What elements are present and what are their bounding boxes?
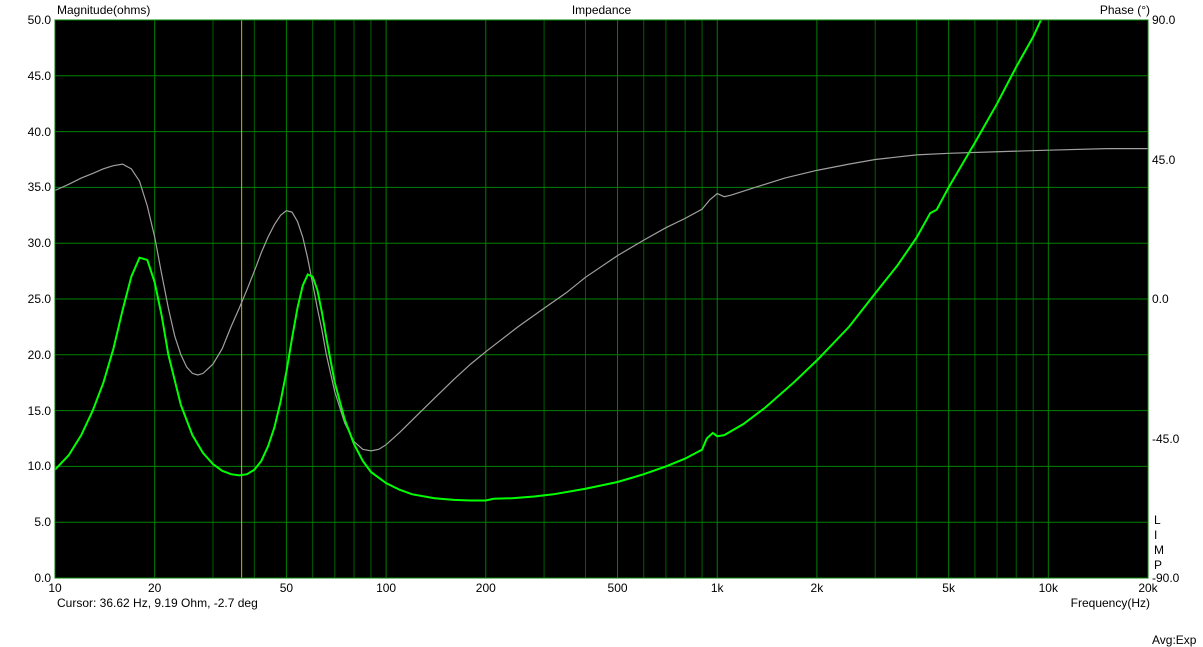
- x-tick: 20: [148, 581, 161, 595]
- right-axis-title: Phase (°): [1100, 3, 1150, 17]
- limp-letter: L: [1154, 513, 1164, 528]
- y-right-tick: -45.0: [1152, 432, 1179, 446]
- y-left-tick: 45.0: [28, 69, 51, 83]
- y-right-tick: 90.0: [1152, 13, 1175, 27]
- x-tick: 500: [608, 581, 628, 595]
- y-left-tick: 40.0: [28, 125, 51, 139]
- limp-letter: I: [1154, 528, 1164, 543]
- y-left-tick: 10.0: [28, 459, 51, 473]
- y-left-tick: 5.0: [34, 515, 51, 529]
- cursor-readout: Cursor: 36.62 Hz, 9.19 Ohm, -2.7 deg: [57, 596, 258, 610]
- x-tick: 200: [476, 581, 496, 595]
- x-axis-title: Frequency(Hz): [1071, 596, 1150, 610]
- chart-svg: [0, 0, 1203, 626]
- limp-logo: LIMP: [1154, 513, 1164, 573]
- avg-mode-label: Avg:Exp: [1152, 633, 1196, 647]
- y-left-tick: 20.0: [28, 348, 51, 362]
- x-tick: 20k: [1138, 581, 1157, 595]
- x-tick: 10: [48, 581, 61, 595]
- y-left-tick: 35.0: [28, 180, 51, 194]
- y-left-tick: 25.0: [28, 292, 51, 306]
- y-right-tick: 0.0: [1152, 292, 1169, 306]
- x-tick: 1k: [711, 581, 724, 595]
- x-tick: 10k: [1039, 581, 1058, 595]
- impedance-chart-container: Magnitude(ohms) Impedance Phase (°) Freq…: [0, 0, 1203, 626]
- limp-letter: M: [1154, 543, 1164, 558]
- y-left-tick: 30.0: [28, 236, 51, 250]
- y-right-tick: 45.0: [1152, 153, 1175, 167]
- x-tick: 2k: [811, 581, 824, 595]
- left-axis-title: Magnitude(ohms): [57, 3, 150, 17]
- chart-title: Impedance: [572, 3, 631, 17]
- x-tick: 50: [280, 581, 293, 595]
- x-tick: 5k: [942, 581, 955, 595]
- y-left-tick: 15.0: [28, 404, 51, 418]
- x-tick: 100: [376, 581, 396, 595]
- y-left-tick: 50.0: [28, 13, 51, 27]
